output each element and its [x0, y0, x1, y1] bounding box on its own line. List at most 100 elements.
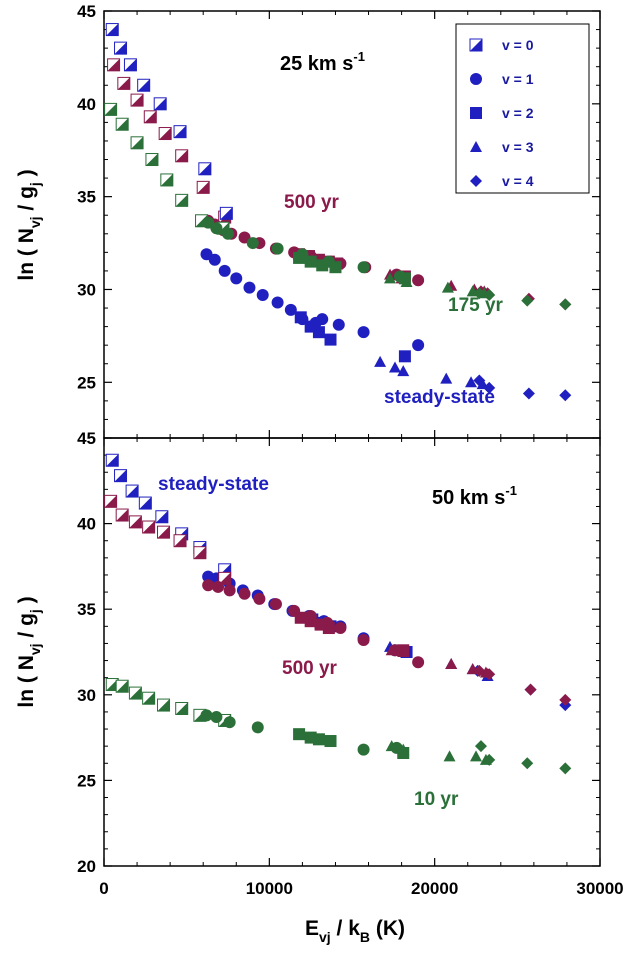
- data-point-v1: [208, 253, 221, 266]
- data-point-v0: [115, 679, 129, 693]
- data-point-v2: [324, 735, 337, 748]
- data-point-v2: [398, 350, 411, 363]
- data-point-v1: [253, 592, 266, 605]
- y-tick-label: 45: [77, 2, 96, 21]
- annotation-175yr: 175 yr: [448, 295, 504, 316]
- data-point-v3: [385, 644, 398, 656]
- data-point-v1: [357, 743, 370, 756]
- data-point-v1: [212, 580, 225, 593]
- y-tick-label: 35: [77, 600, 96, 619]
- data-point-v0: [137, 78, 151, 92]
- data-point-v2: [304, 255, 317, 268]
- data-point-v4: [483, 381, 496, 394]
- data-point-v1: [269, 598, 282, 611]
- data-point-v1: [243, 281, 256, 294]
- data-point-v1: [223, 584, 236, 597]
- data-point-v2: [294, 311, 307, 324]
- data-point-v2: [329, 261, 342, 274]
- data-point-v0: [157, 525, 171, 539]
- x-tick-label: 10000: [246, 879, 293, 898]
- data-point-v1: [284, 303, 297, 316]
- data-point-v1: [271, 296, 284, 309]
- y-tick-label: 30: [77, 686, 96, 705]
- data-point-v1: [251, 721, 264, 734]
- data-point-v0: [175, 149, 189, 163]
- data-point-v3: [374, 355, 387, 367]
- bottom-speed-label: 50 km s-1: [432, 483, 517, 509]
- data-point-v4: [473, 374, 486, 387]
- legend: v = 0 v = 1 v = 2 v = 3 v = 4: [469, 37, 534, 189]
- data-point-v1: [230, 272, 243, 285]
- y-tick-label: 25: [77, 771, 96, 790]
- data-point-v2: [294, 611, 307, 624]
- data-point-v4: [473, 664, 486, 677]
- data-point-v3: [465, 376, 478, 388]
- tick-marks: [103, 10, 601, 867]
- data-point-v1: [357, 634, 370, 647]
- data-point-v0: [158, 127, 172, 141]
- x-tick-label: 20000: [411, 879, 458, 898]
- y-tick-label: 20: [77, 857, 96, 876]
- data-point-v3: [445, 657, 458, 669]
- data-point-v0: [130, 93, 144, 107]
- data-point-v1: [256, 289, 269, 302]
- x-tick-label: 0: [99, 879, 108, 898]
- data-point-v0: [128, 515, 142, 529]
- data-point-v1: [246, 237, 259, 250]
- data-point-v4: [474, 740, 487, 753]
- legend-label: v = 1: [502, 71, 534, 87]
- y-tick-label: 40: [77, 515, 96, 534]
- data-point-v0: [105, 453, 119, 467]
- data-point-v3: [397, 743, 410, 755]
- legend-label: v = 2: [502, 105, 534, 121]
- data-point-v0: [175, 193, 189, 207]
- legend-marker-v2: [470, 107, 482, 119]
- data-point-v1: [200, 709, 213, 722]
- legend-marker-v1: [470, 73, 482, 85]
- data-point-v0: [219, 206, 233, 220]
- legend-marker-v4: [470, 175, 482, 187]
- data-point-v3: [440, 372, 453, 384]
- y-tick-label: 40: [77, 95, 96, 114]
- annotation-500yr-bottom: 500 yr: [282, 658, 338, 679]
- data-point-v3: [384, 272, 397, 284]
- bottom-y-axis-label: ln ( Nvj / gj ): [15, 596, 43, 707]
- data-point-v3: [443, 750, 456, 762]
- data-point-v4: [559, 762, 572, 775]
- top-y-axis-label: ln ( Nvj / gj ): [15, 169, 43, 280]
- data-point-v1: [332, 318, 345, 331]
- data-point-v1: [218, 264, 231, 277]
- data-point-v1: [412, 274, 425, 287]
- data-point-v0: [104, 494, 118, 508]
- data-point-v0: [142, 691, 156, 705]
- data-point-v2: [324, 333, 337, 346]
- legend-marker-v3: [470, 141, 482, 152]
- data-point-v0: [117, 76, 131, 90]
- data-point-v4: [483, 668, 496, 681]
- data-point-v3: [385, 740, 398, 752]
- data-point-v1: [357, 326, 370, 339]
- x-axis-label: Evj / kB (K): [305, 917, 405, 945]
- data-point-v0: [173, 125, 187, 139]
- data-point-v4: [522, 387, 535, 400]
- data-point-v1: [412, 656, 425, 669]
- legend-label: v = 3: [502, 139, 534, 155]
- data-point-v0: [157, 698, 171, 712]
- data-point-v0: [104, 102, 118, 116]
- data-point-v0: [196, 180, 210, 194]
- data-point-v2: [316, 259, 329, 272]
- data-point-v0: [125, 484, 139, 498]
- data-point-v0: [193, 546, 207, 560]
- data-point-v0: [175, 701, 189, 715]
- data-point-v3: [388, 361, 401, 373]
- data-point-v4: [524, 683, 537, 696]
- data-point-v0: [138, 496, 152, 510]
- data-point-v2: [322, 622, 335, 635]
- legend-marker-v0: [469, 38, 483, 52]
- data-point-v0: [114, 41, 128, 55]
- data-point-v3: [470, 750, 482, 762]
- data-point-v4: [559, 298, 572, 311]
- data-point-v0: [130, 136, 144, 150]
- data-point-v4: [473, 287, 486, 300]
